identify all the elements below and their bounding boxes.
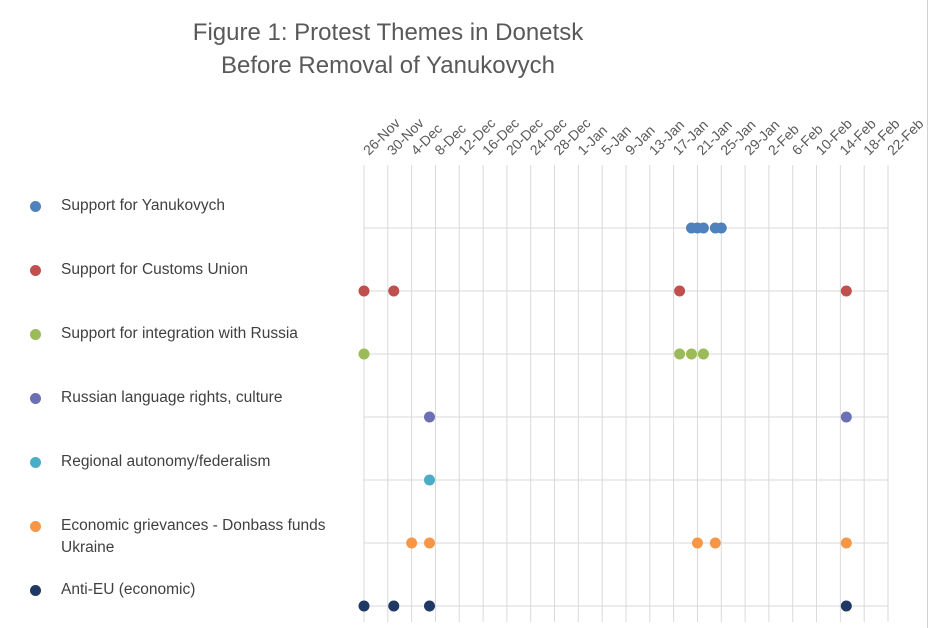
data-point <box>697 222 709 234</box>
data-point <box>388 285 400 297</box>
chart-title-line-2: Before Removal of Yanukovych <box>221 52 555 79</box>
chart-title-line-1: Figure 1: Protest Themes in Donetsk <box>192 19 584 46</box>
data-point <box>358 285 370 297</box>
data-point <box>424 537 435 549</box>
data-point <box>840 285 852 297</box>
legend-label: Support for Yanukovych <box>61 197 225 214</box>
legend-marker <box>30 393 41 404</box>
data-point <box>691 537 703 549</box>
legend-label: Economic grievances - Donbass funds Ukra… <box>61 517 326 556</box>
data-point <box>424 474 435 486</box>
legend-marker <box>30 457 41 468</box>
data-point <box>406 537 418 549</box>
data-point <box>840 411 852 423</box>
legend-label: Russian language rights, culture <box>61 389 283 406</box>
chart-frame-edge <box>927 0 928 628</box>
legend-label: Support for integration with Russia <box>61 325 298 342</box>
data-point <box>424 411 435 423</box>
chart-title: Figure 1: Protest Themes in Donetsk Befo… <box>188 16 588 82</box>
legend-marker <box>30 265 41 276</box>
legend-marker <box>30 329 41 340</box>
data-point <box>840 600 852 612</box>
data-point <box>358 348 370 360</box>
legend-label: Anti-EU (economic) <box>61 581 196 598</box>
data-point <box>674 348 686 360</box>
legend-marker <box>30 521 41 532</box>
data-point <box>709 537 721 549</box>
data-point <box>674 285 686 297</box>
data-point <box>358 600 370 612</box>
legend-marker <box>30 201 41 212</box>
legend-label: Support for Customs Union <box>61 261 248 278</box>
data-point <box>697 348 709 360</box>
data-point <box>424 600 435 612</box>
legend-marker <box>30 585 41 596</box>
legend-label: Regional autonomy/federalism <box>61 453 271 470</box>
data-point <box>686 348 697 360</box>
data-point <box>715 222 727 234</box>
data-point <box>388 600 400 612</box>
data-point <box>840 537 852 549</box>
